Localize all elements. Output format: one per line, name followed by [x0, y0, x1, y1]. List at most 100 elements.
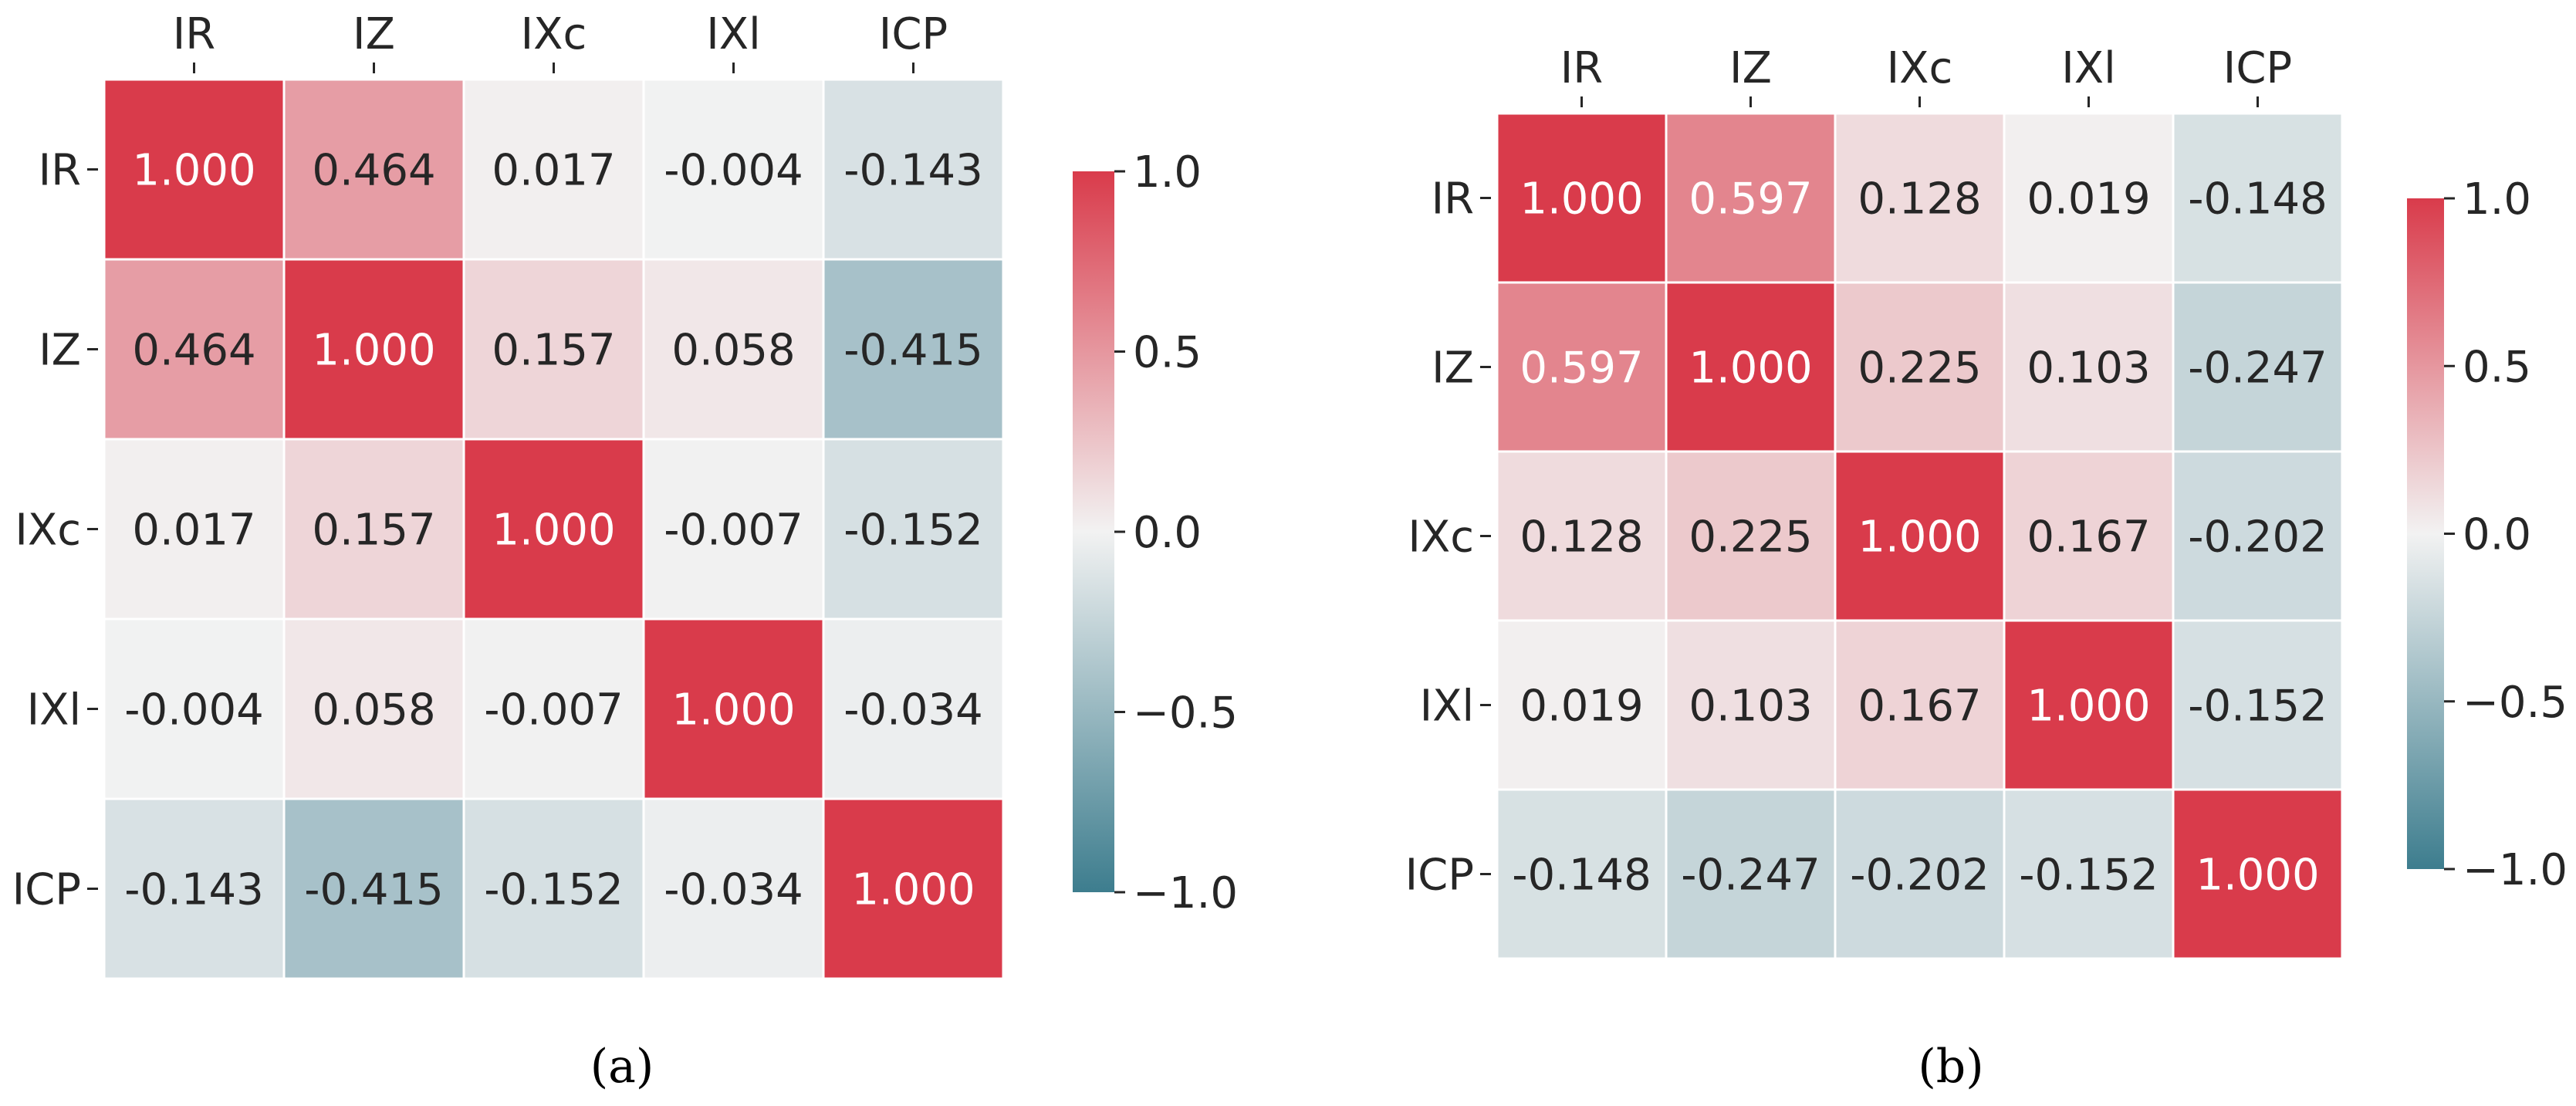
x-tick-label: IZ — [353, 9, 395, 59]
y-tick-label: IXc — [1408, 512, 1474, 563]
cell-value-label: 0.058 — [312, 685, 435, 736]
heatmap-cell — [1665, 281, 1837, 453]
heatmap-cell — [282, 617, 465, 800]
cell-value-label: 0.157 — [312, 506, 435, 556]
heatmap-cell — [822, 258, 1005, 441]
panel-label: (b) — [1918, 1040, 1983, 1094]
heatmap-panel-a: 1.000 0.464 0.017 -0.004 -0.143 0.464 1.000 0.1… — [12, 9, 1238, 1094]
heatmap-cell — [1834, 112, 2006, 284]
y-tick-label: IXl — [1420, 682, 1474, 732]
heatmap-cell — [1834, 281, 2006, 453]
heatmap-cell — [822, 438, 1005, 621]
cell-value-label: 0.464 — [132, 326, 255, 376]
heatmap-cell — [462, 617, 645, 800]
heatmap-cell — [462, 258, 645, 441]
colorbar-tick-label: −1.0 — [2463, 845, 2568, 895]
cell-value-label: -0.152 — [2188, 682, 2328, 732]
heatmap-cell — [103, 78, 286, 261]
y-tick-label: ICP — [12, 865, 81, 915]
heatmap-cell — [1834, 450, 2006, 622]
cell-value-label: 0.128 — [1520, 512, 1643, 563]
colorbar-tick-label: −0.5 — [2463, 678, 2568, 728]
cell-value-label: -0.034 — [664, 865, 803, 915]
cell-value-label: -0.152 — [484, 865, 624, 915]
cell-value-label: -0.152 — [843, 506, 983, 556]
heatmap-cell — [1665, 788, 1837, 960]
cell-value-label: 1.000 — [2196, 851, 2319, 901]
heatmap-cell — [1665, 450, 1837, 622]
heatmap-cell — [822, 617, 1005, 800]
heatmap-cell — [282, 438, 465, 621]
heatmap-cell — [822, 78, 1005, 261]
heatmap-cell — [642, 438, 825, 621]
heatmap-cell — [462, 438, 645, 621]
heatmap-cell — [462, 797, 645, 980]
cell-value-label: -0.007 — [664, 506, 803, 556]
cell-value-label: -0.004 — [124, 685, 264, 736]
x-tick-label: ICP — [879, 9, 948, 59]
cell-value-label: 0.019 — [2027, 174, 2150, 225]
y-tick-label: ICP — [1405, 851, 1474, 901]
x-tick-label: IXc — [1887, 43, 1953, 93]
cell-value-label: -0.415 — [304, 865, 444, 915]
cell-value-label: 0.167 — [2027, 512, 2150, 563]
cell-value-label: 0.017 — [492, 146, 615, 196]
cell-value-label: -0.247 — [2188, 343, 2328, 394]
cell-value-label: 0.103 — [2027, 343, 2150, 394]
cell-value-label: 1.000 — [671, 685, 795, 736]
heatmap-cell — [1834, 619, 2006, 791]
heatmap-cell — [642, 78, 825, 261]
cell-value-label: -0.148 — [1512, 851, 1651, 901]
heatmap-cell — [103, 617, 286, 800]
cell-value-label: 0.225 — [1689, 512, 1812, 563]
colorbar-tick-label: 0.5 — [2463, 342, 2531, 392]
heatmap-cell — [2003, 788, 2175, 960]
x-tick-label: IXl — [706, 9, 760, 59]
heatmap-cell — [1665, 112, 1837, 284]
y-tick-label: IR — [1432, 174, 1474, 225]
cell-value-label: 1.000 — [132, 146, 255, 196]
cell-value-label: 0.464 — [312, 146, 435, 196]
cell-value-label: -0.143 — [124, 865, 264, 915]
y-tick-label: IXl — [27, 685, 81, 736]
cell-value-label: 1.000 — [492, 506, 615, 556]
cell-value-label: 0.128 — [1858, 174, 1981, 225]
colorbar-tick-label: 1.0 — [1133, 147, 1202, 198]
heatmap-cell — [103, 258, 286, 441]
heatmap-cell — [2003, 450, 2175, 622]
colorbar-tick-label: 0.5 — [1133, 328, 1202, 378]
cell-value-label: 1.000 — [312, 326, 435, 376]
cell-value-label: -0.152 — [2019, 851, 2158, 901]
y-tick-label: IXc — [15, 506, 81, 556]
x-tick-label: IZ — [1729, 43, 1772, 93]
cell-value-label: -0.202 — [2188, 512, 2328, 563]
cell-value-label: 0.103 — [1689, 682, 1812, 732]
x-tick-label: IXc — [521, 9, 587, 59]
cell-value-label: -0.247 — [1681, 851, 1820, 901]
cell-value-label: 0.058 — [671, 326, 795, 376]
heatmap-cell — [2172, 450, 2344, 622]
colorbar-tick-label: −0.5 — [1133, 688, 1238, 739]
heatmap-cell — [462, 78, 645, 261]
heatmap-cell — [2172, 112, 2344, 284]
x-tick-label: IR — [1560, 43, 1603, 93]
heatmap-cell — [2172, 788, 2344, 960]
x-tick-label: IR — [173, 9, 215, 59]
cell-value-label: 0.157 — [492, 326, 615, 376]
heatmap-cell — [103, 797, 286, 980]
cell-value-label: 1.000 — [851, 865, 975, 915]
colorbar-tick-label: 0.0 — [1133, 508, 1202, 558]
x-tick-label: ICP — [2223, 43, 2292, 93]
y-tick-label: IZ — [39, 326, 81, 376]
cell-value-label: 0.167 — [1858, 682, 1981, 732]
cell-value-label: -0.143 — [843, 146, 983, 196]
cell-value-label: 1.000 — [2027, 682, 2150, 732]
heatmap-cell — [1834, 788, 2006, 960]
colorbar — [2407, 198, 2444, 869]
cell-value-label: 1.000 — [1689, 343, 1812, 394]
cell-value-label: -0.034 — [843, 685, 983, 736]
y-tick-label: IR — [39, 146, 81, 196]
heatmap-cell — [2172, 281, 2344, 453]
heatmap-cell — [822, 797, 1005, 980]
